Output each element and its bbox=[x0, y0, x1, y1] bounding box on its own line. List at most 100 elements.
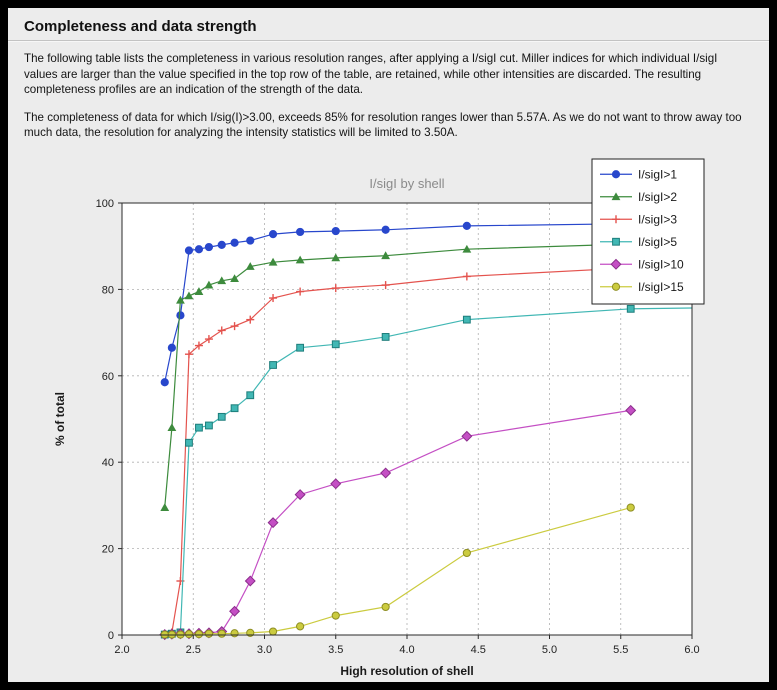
legend-label: I/sigI>15 bbox=[638, 279, 684, 293]
series-line-I/sigI>1 bbox=[164, 221, 693, 383]
marker-circle bbox=[217, 629, 226, 638]
marker-triangle bbox=[160, 502, 170, 511]
marker-triangle bbox=[176, 295, 185, 304]
intro-paragraph: The following table lists the completene… bbox=[24, 52, 718, 97]
marker-triangle bbox=[462, 244, 472, 253]
legend-label: I/sigI>5 bbox=[638, 234, 677, 248]
marker-circle bbox=[204, 629, 214, 638]
marker-square bbox=[331, 340, 340, 348]
report-page: Completeness and data strength The follo… bbox=[8, 8, 769, 682]
marker-circle bbox=[462, 548, 471, 557]
marker-square bbox=[246, 390, 255, 399]
marker-square bbox=[205, 421, 213, 430]
legend-box bbox=[591, 158, 705, 305]
marker-circle bbox=[296, 621, 305, 631]
marker-triangle bbox=[184, 291, 194, 299]
legend-label: I/sigI>3 bbox=[638, 212, 677, 226]
marker-diamond bbox=[461, 430, 473, 442]
marker-circle bbox=[160, 377, 169, 387]
x-tick-label: 6.0 bbox=[684, 644, 699, 656]
title-divider bbox=[8, 40, 769, 42]
marker-square bbox=[195, 423, 203, 432]
marker-circle bbox=[331, 226, 340, 235]
marker-circle bbox=[204, 242, 214, 251]
marker-triangle bbox=[295, 255, 305, 264]
marker-circle bbox=[268, 229, 278, 238]
legend-label: I/sigI>1 bbox=[638, 167, 677, 181]
marker-circle bbox=[381, 602, 390, 611]
x-tick-label: 5.5 bbox=[613, 644, 628, 656]
marker-circle bbox=[381, 225, 390, 234]
marker-circle bbox=[296, 227, 305, 236]
x-tick-label: 2.0 bbox=[114, 644, 129, 656]
x-tick-label: 3.5 bbox=[328, 644, 343, 656]
marker-diamond bbox=[625, 404, 637, 416]
chart-title: I/sigI by shell bbox=[369, 176, 444, 191]
marker-triangle bbox=[217, 276, 227, 284]
marker-diamond bbox=[380, 467, 392, 479]
marker-circle bbox=[331, 611, 340, 620]
marker-diamond bbox=[330, 477, 342, 489]
x-tick-label: 4.5 bbox=[471, 644, 486, 656]
marker-circle bbox=[462, 221, 471, 230]
marker-circle bbox=[268, 627, 278, 636]
y-tick-label: 60 bbox=[102, 370, 114, 382]
marker-triangle bbox=[194, 286, 204, 295]
marker-square bbox=[269, 360, 277, 369]
series-line-I/sigI>3 bbox=[164, 265, 693, 635]
marker-square bbox=[230, 403, 239, 412]
y-tick-label: 80 bbox=[102, 284, 114, 296]
marker-square bbox=[612, 237, 620, 246]
marker-circle bbox=[194, 244, 204, 253]
marker-circle bbox=[230, 238, 239, 247]
marker-circle bbox=[611, 282, 621, 291]
y-tick-label: 100 bbox=[96, 198, 114, 210]
marker-circle bbox=[167, 343, 176, 352]
marker-circle bbox=[246, 236, 255, 245]
y-tick-label: 20 bbox=[102, 543, 114, 555]
legend-label: I/sigI>10 bbox=[638, 257, 684, 271]
series-line-I/sigI>5 bbox=[164, 307, 693, 635]
marker-triangle bbox=[204, 280, 214, 289]
marker-triangle bbox=[331, 253, 341, 261]
x-tick-label: 2.5 bbox=[186, 644, 201, 656]
marker-diamond bbox=[610, 258, 622, 270]
marker-circle bbox=[611, 169, 621, 179]
y-axis-label: % of total bbox=[53, 392, 67, 446]
marker-triangle bbox=[230, 273, 239, 282]
marker-triangle bbox=[167, 422, 177, 431]
marker-square bbox=[185, 438, 193, 447]
marker-square bbox=[626, 304, 635, 313]
marker-square bbox=[381, 332, 390, 341]
marker-circle bbox=[184, 246, 194, 255]
x-tick-label: 4.0 bbox=[399, 644, 414, 656]
marker-diamond bbox=[244, 575, 256, 587]
marker-diamond bbox=[294, 488, 306, 500]
marker-circle bbox=[230, 628, 239, 638]
x-tick-label: 5.0 bbox=[542, 644, 557, 656]
marker-circle bbox=[626, 503, 635, 512]
marker-circle bbox=[194, 629, 204, 638]
marker-circle bbox=[217, 240, 226, 249]
series-line-I/sigI>2 bbox=[164, 241, 693, 508]
marker-circle bbox=[184, 629, 194, 638]
legend-label: I/sigI>2 bbox=[638, 189, 677, 203]
marker-square bbox=[462, 315, 471, 324]
marker-triangle bbox=[245, 261, 255, 270]
marker-square bbox=[217, 412, 226, 421]
completeness-chart: 2.0 2.5 3.0 3.5 4.0 4.5 5.0 5.5 6.0 0 20 40 60 80 100 I… bbox=[53, 158, 705, 678]
marker-circle bbox=[176, 310, 185, 320]
marker-triangle bbox=[611, 192, 621, 200]
chart-figure: 2.0 2.5 3.0 3.5 4.0 4.5 5.0 5.5 6.0 0 20 40 60 80 100 I… bbox=[8, 153, 769, 679]
page-title: Completeness and data strength bbox=[24, 18, 257, 35]
summary-paragraph: The completeness of data for which I/sig… bbox=[24, 110, 742, 140]
y-tick-label: 40 bbox=[102, 457, 114, 469]
y-tick-label: 0 bbox=[108, 630, 114, 642]
marker-diamond bbox=[229, 605, 241, 617]
marker-diamond bbox=[267, 516, 279, 528]
marker-square bbox=[296, 343, 305, 352]
marker-triangle bbox=[268, 257, 278, 266]
x-tick-label: 3.0 bbox=[257, 644, 272, 656]
marker-triangle bbox=[381, 250, 391, 259]
x-axis-label: High resolution of shell bbox=[340, 664, 473, 678]
